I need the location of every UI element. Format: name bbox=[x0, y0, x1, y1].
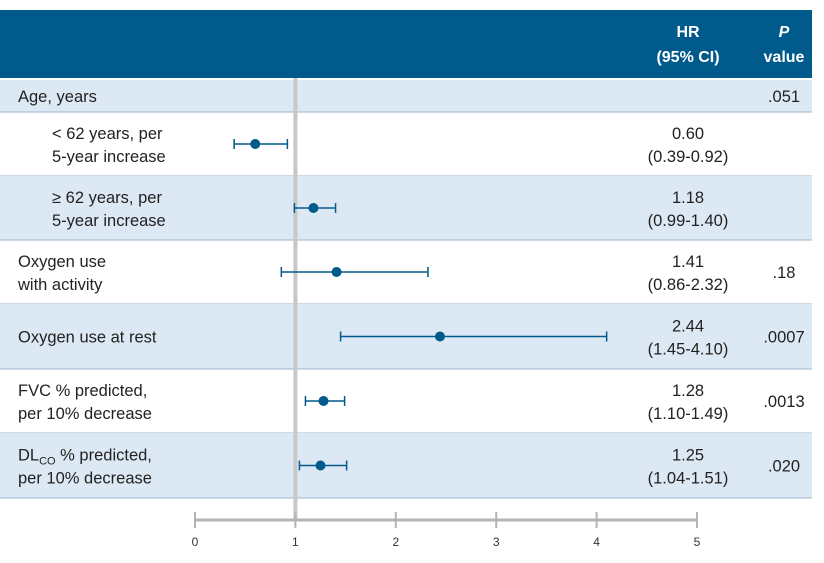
rows-layer: Age, years .051 < 62 years, per 5-year incr… bbox=[0, 80, 812, 499]
hr-value-oxygen-rest: 2.44 bbox=[672, 318, 704, 336]
ci-value-oxygen-rest: (1.45-4.10) bbox=[648, 341, 729, 359]
row-label-oxygen-rest: Oxygen use at rest bbox=[18, 329, 157, 347]
p-value-oxygen-activity: .18 bbox=[773, 264, 796, 282]
ci-value-age-62-plus: (0.99-1.40) bbox=[648, 212, 729, 230]
hr-point-age-62-plus bbox=[308, 203, 319, 213]
x-tick-label: 1 bbox=[292, 535, 299, 549]
p-value-dlco: .020 bbox=[768, 458, 800, 476]
x-tick-label: 2 bbox=[392, 535, 399, 549]
x-tick-label: 0 bbox=[192, 535, 199, 549]
p-value-oxygen-rest: .0007 bbox=[763, 329, 804, 347]
hr-value-oxygen-activity: 1.41 bbox=[672, 253, 704, 271]
row-label-line2-age-under-62: 5-year increase bbox=[52, 148, 166, 166]
p-header-line1: P bbox=[779, 24, 790, 41]
row-label-oxygen-activity: Oxygen use bbox=[18, 253, 106, 271]
row-label-part: DL bbox=[18, 447, 39, 465]
ci-value-oxygen-activity: (0.86-2.32) bbox=[648, 276, 729, 294]
p-value-age: .051 bbox=[768, 88, 800, 106]
header-bar bbox=[0, 10, 812, 78]
hr-point-oxygen-activity bbox=[331, 267, 342, 277]
ci-value-dlco: (1.04-1.51) bbox=[648, 470, 729, 488]
hr-point-age-under-62 bbox=[250, 139, 261, 149]
row-band-age-62-plus bbox=[0, 176, 812, 240]
row-label-line2-age-62-plus: 5-year increase bbox=[52, 212, 166, 230]
hr-value-dlco: 1.25 bbox=[672, 447, 704, 465]
ci-value-fvc: (1.10-1.49) bbox=[648, 405, 729, 423]
hr-point-fvc bbox=[318, 396, 329, 406]
row-label-age-under-62: < 62 years, per bbox=[52, 125, 163, 143]
ci-value-age-under-62: (0.39-0.92) bbox=[648, 148, 729, 166]
row-label-age-62-plus: ≥ 62 years, per bbox=[52, 189, 162, 207]
x-tick-label: 5 bbox=[694, 535, 701, 549]
hr-value-age-under-62: 0.60 bbox=[672, 125, 704, 143]
row-label-dlco: DLCO % predicted, bbox=[18, 447, 152, 468]
p-value-fvc: .0013 bbox=[763, 393, 804, 411]
row-label-line2-oxygen-activity: with activity bbox=[17, 276, 103, 294]
x-tick-label: 4 bbox=[593, 535, 600, 549]
row-label-age: Age, years bbox=[18, 88, 97, 106]
hr-point-oxygen-rest bbox=[434, 331, 445, 342]
p-header-line2: value bbox=[764, 49, 805, 66]
hr-value-age-62-plus: 1.18 bbox=[672, 189, 704, 207]
hr-value-fvc: 1.28 bbox=[672, 382, 704, 400]
reference-line-layer bbox=[293, 78, 298, 520]
x-axis: 0 1 2 3 4 5 bbox=[192, 512, 701, 549]
hr-header-line2: (95% CI) bbox=[656, 49, 719, 66]
marks-layer bbox=[233, 139, 608, 471]
row-band-dlco bbox=[0, 433, 812, 498]
row-label-part: % predicted, bbox=[56, 447, 152, 465]
row-label-fvc: FVC % predicted, bbox=[18, 382, 147, 400]
hr-point-dlco bbox=[315, 460, 326, 471]
hr-header-line1: HR bbox=[676, 24, 700, 41]
x-tick-label: 3 bbox=[493, 535, 500, 549]
row-band-age bbox=[0, 80, 812, 112]
row-label-subscript: CO bbox=[39, 456, 56, 468]
row-label-line2-fvc: per 10% decrease bbox=[18, 405, 152, 423]
row-label-line2-dlco: per 10% decrease bbox=[18, 470, 152, 488]
reference-line bbox=[293, 78, 298, 520]
